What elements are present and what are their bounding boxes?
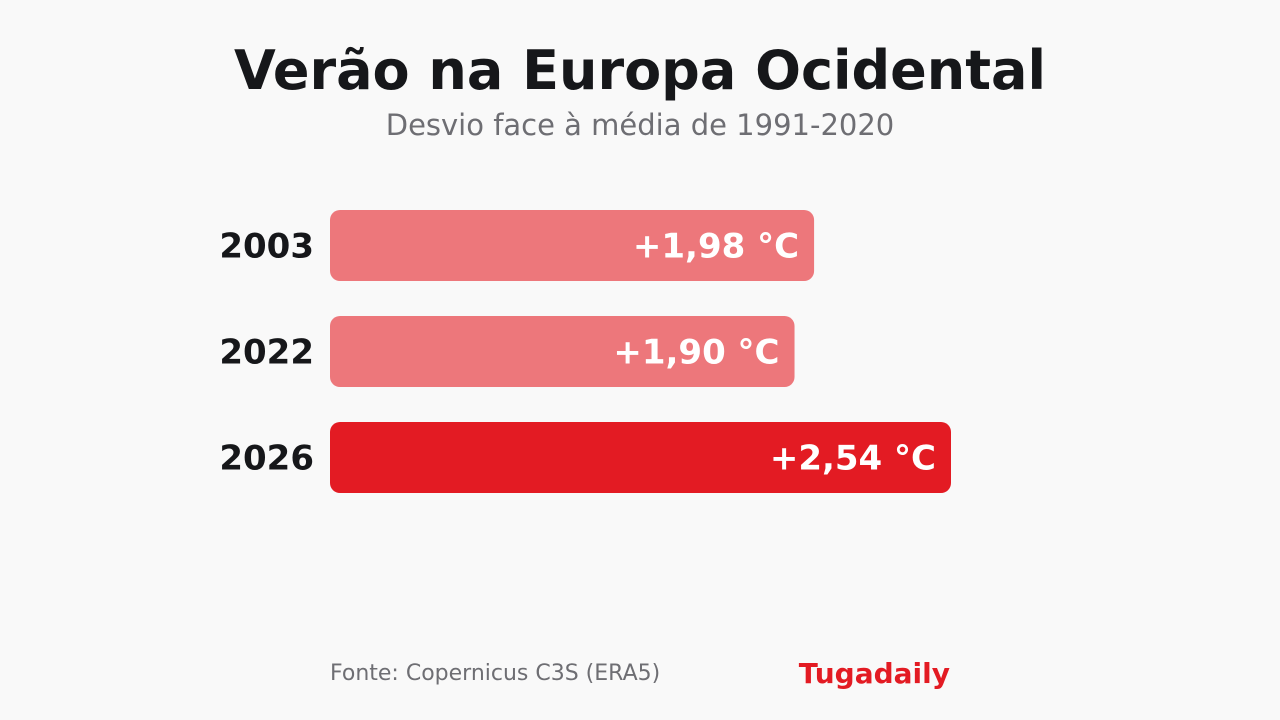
source-note: Fonte: Copernicus C3S (ERA5) <box>330 661 661 686</box>
value-label-2022: +1,90 °C <box>613 333 779 373</box>
bar-2026 <box>330 422 951 493</box>
category-label-2026: 2026 <box>219 439 314 479</box>
category-label-2003: 2003 <box>219 227 314 267</box>
bar-2022 <box>330 316 795 387</box>
category-label-2022: 2022 <box>219 333 314 373</box>
bar-2003 <box>330 210 815 281</box>
value-label-2003: +1,98 °C <box>633 227 799 267</box>
chart-subtitle: Desvio face à média de 1991-2020 <box>385 108 895 142</box>
value-label-2026: +2,54 °C <box>770 439 936 479</box>
brand-logo[interactable]: Tugadaily <box>798 657 950 690</box>
chart-title: Verão na Europa Ocidental <box>234 39 1046 102</box>
